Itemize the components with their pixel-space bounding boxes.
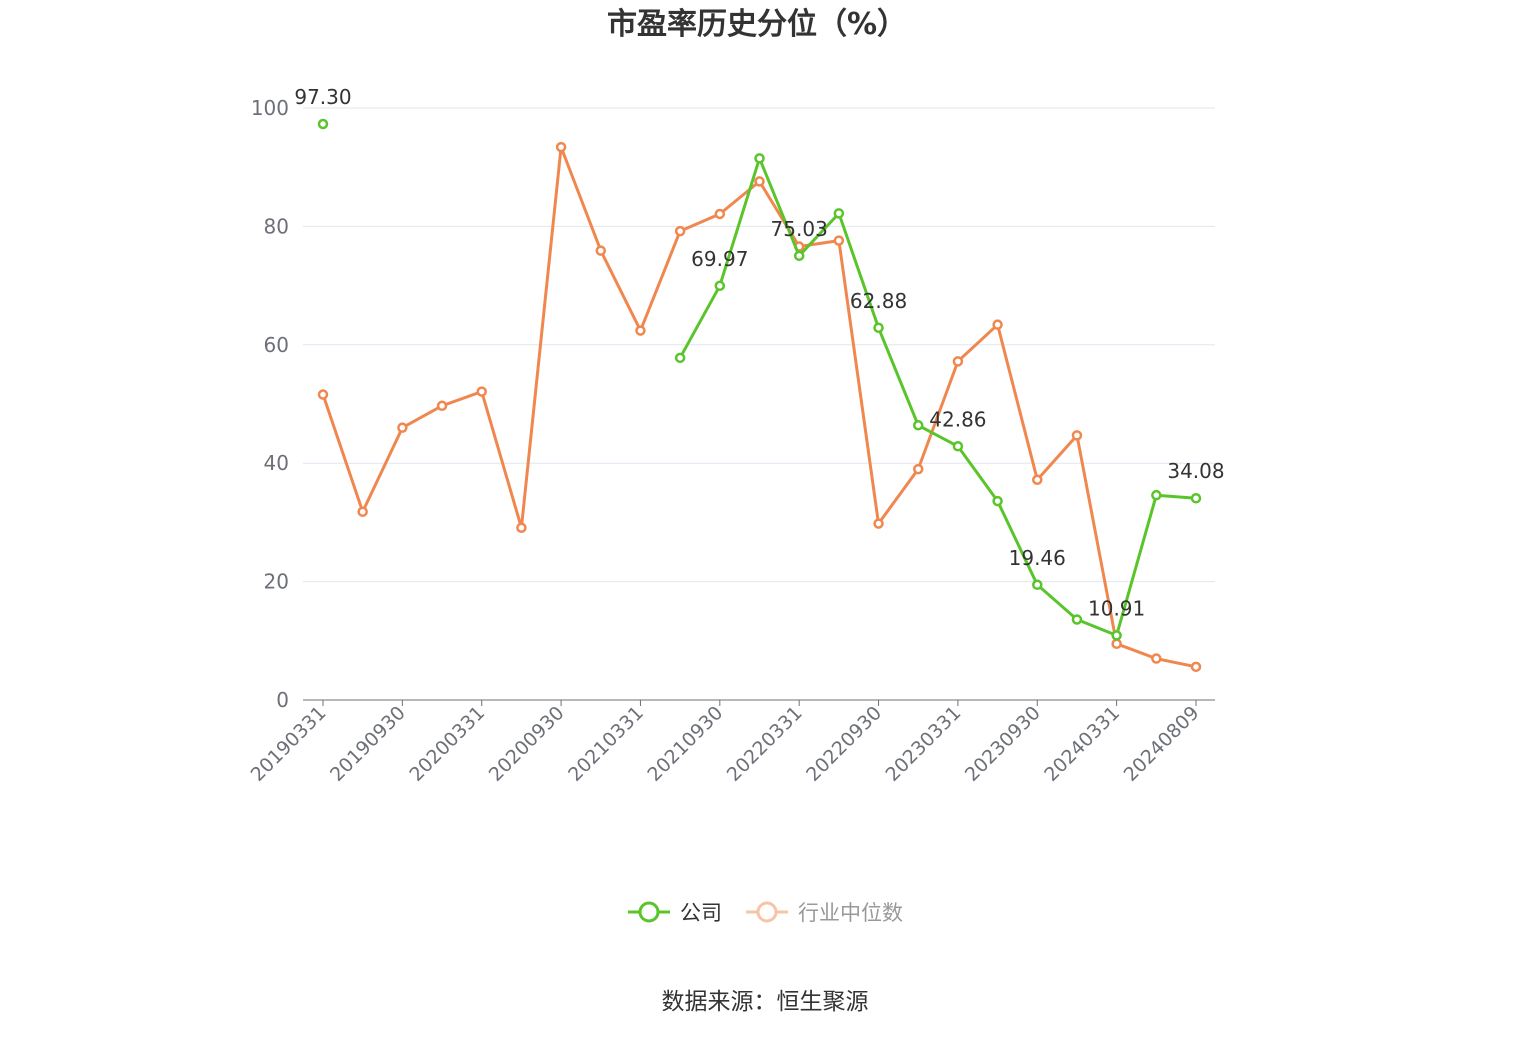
legend-industry-marker — [756, 901, 778, 923]
company-data-label: 42.86 — [929, 407, 986, 431]
x-tick-label: 20190331 — [247, 702, 331, 786]
industry-median-point — [714, 208, 726, 220]
industry-median-point — [397, 422, 408, 433]
industry-median-point — [1151, 653, 1162, 664]
series-industry-median — [317, 141, 1202, 673]
industry-median-point — [754, 176, 765, 187]
industry-median-point — [516, 522, 527, 533]
industry-median-point — [1071, 430, 1083, 441]
legend-company-marker — [638, 901, 660, 923]
company-line — [678, 156, 1197, 637]
industry-median-point — [635, 325, 646, 336]
x-tick-label: 20230331 — [881, 702, 965, 786]
company-data-label: 97.30 — [294, 85, 351, 109]
data-labels: 97.30 69.97 75.03 62.88 42.86 19.46 10.91 34.08 — [294, 85, 1224, 620]
industry-median-point — [674, 225, 686, 237]
y-tick-label: 60 — [264, 333, 289, 357]
y-tick-label: 20 — [264, 570, 289, 594]
chart-title: 市盈率历史分位（%） — [607, 7, 907, 42]
company-point — [833, 208, 845, 219]
grid-lines: 0 20 40 60 80 100 — [251, 96, 1215, 712]
industry-median-point — [952, 356, 964, 367]
company-point — [1151, 489, 1162, 501]
x-tick-label: 20200331 — [405, 702, 489, 786]
industry-median-point — [873, 518, 884, 529]
industry-median-point — [555, 141, 567, 153]
company-point — [952, 441, 964, 452]
series-layer — [317, 118, 1202, 673]
x-tick-label: 20190930 — [326, 702, 410, 786]
y-tick-label: 80 — [264, 214, 289, 238]
company-point — [1111, 630, 1122, 641]
y-tick-label: 40 — [264, 451, 289, 475]
company-data-label: 62.88 — [850, 289, 907, 313]
company-data-label: 69.97 — [691, 247, 748, 271]
series-company — [317, 118, 1202, 641]
industry-median-point — [476, 386, 487, 397]
industry-median-point — [1111, 638, 1122, 650]
company-point — [912, 420, 924, 431]
industry-median-point — [595, 245, 607, 256]
company-point — [1071, 614, 1083, 625]
industry-median-point — [912, 463, 924, 475]
data-source-note: 数据来源：恒生聚源 — [662, 989, 869, 1015]
company-data-label: 19.46 — [1009, 546, 1066, 570]
company-point — [317, 118, 329, 130]
industry-median-line — [321, 145, 1197, 669]
industry-median-point — [357, 506, 368, 517]
company-data-label: 75.03 — [771, 217, 828, 241]
x-tick-label: 20220930 — [802, 702, 886, 786]
x-tick-label: 20220331 — [723, 702, 807, 786]
x-axis: 2019033120190930202003312020093020210331… — [247, 699, 1215, 786]
company-data-label: 10.91 — [1088, 596, 1145, 620]
industry-median-point — [1032, 474, 1043, 486]
legend-item-industry-median[interactable]: 行业中位数 — [746, 901, 903, 925]
company-point — [674, 352, 686, 364]
x-tick-label: 20230930 — [961, 702, 1045, 786]
x-tick-label: 20200930 — [485, 702, 569, 786]
industry-median-point — [317, 389, 329, 400]
company-point — [793, 250, 805, 262]
legend-company-label: 公司 — [680, 901, 722, 925]
industry-median-point — [1190, 661, 1202, 673]
x-tick-label: 20210331 — [564, 702, 648, 786]
company-point — [992, 495, 1003, 507]
industry-median-point — [436, 400, 448, 412]
x-tick-label: 20240331 — [1040, 702, 1124, 786]
y-tick-label: 0 — [276, 688, 289, 712]
industry-median-point — [833, 235, 845, 246]
legend-industry-label: 行业中位数 — [798, 901, 903, 925]
legend: 公司 行业中位数 — [628, 901, 903, 925]
y-tick-label: 100 — [251, 96, 289, 120]
x-tick-label: 20240809 — [1120, 702, 1204, 786]
company-point — [873, 322, 884, 334]
company-data-label: 34.08 — [1167, 459, 1224, 483]
company-point — [714, 280, 726, 292]
company-point — [1190, 492, 1202, 504]
legend-item-company[interactable]: 公司 — [628, 901, 722, 925]
industry-median-point — [992, 319, 1003, 330]
x-tick-label: 20210930 — [643, 702, 727, 786]
company-point — [754, 153, 765, 164]
company-point — [1032, 579, 1043, 591]
